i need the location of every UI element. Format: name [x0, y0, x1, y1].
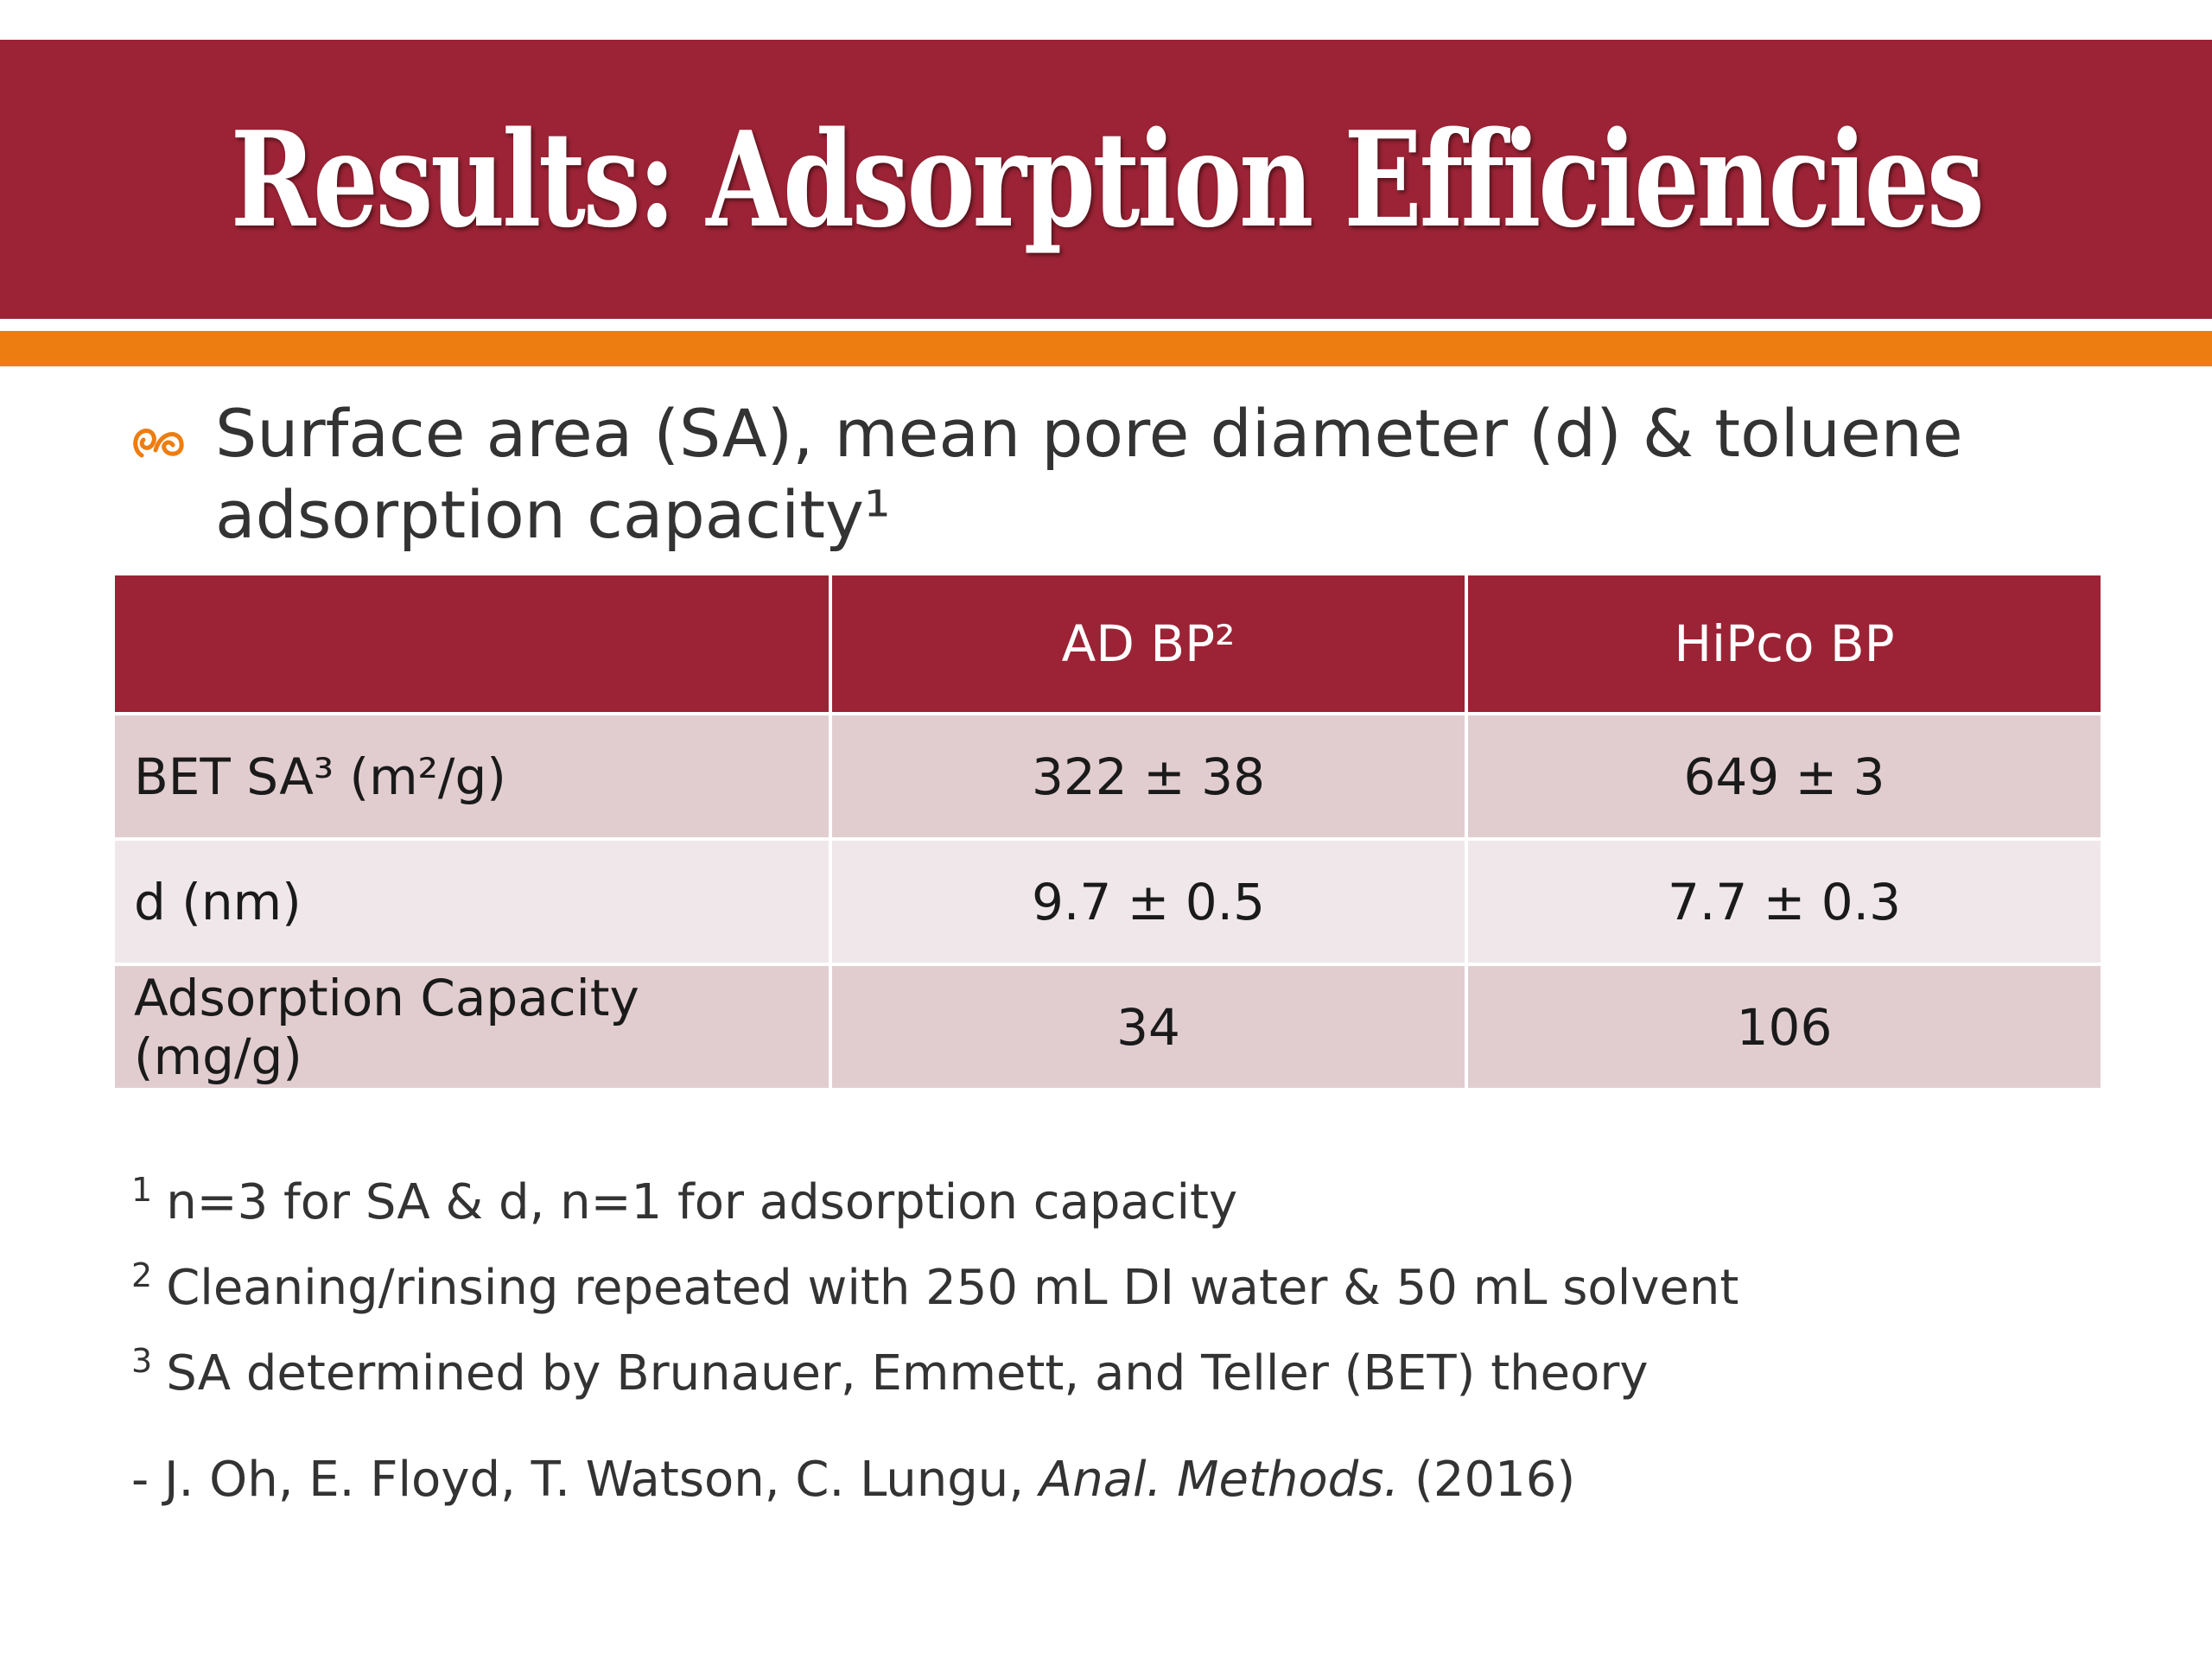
table-cell: 34 [829, 963, 1468, 1091]
table-row: Adsorption Capacity (mg/g) 34 106 [111, 963, 2104, 1091]
citation-journal: Anal. Methods. [1039, 1452, 1400, 1508]
footnote-number: 2 [131, 1256, 153, 1294]
footnote-text: SA determined by Brunauer, Emmett, and T… [166, 1345, 1649, 1402]
title-bar: Results: Adsorption Efficiencies [0, 40, 2212, 319]
footnote: 1 n=3 for SA & d, n=1 for adsorption capa… [131, 1154, 2119, 1239]
accent-stripe [0, 331, 2212, 366]
table-cell: 322 ± 38 [829, 712, 1468, 841]
bullet-text: Surface area (SA), mean pore diameter (d… [215, 395, 1963, 553]
table-cell: 9.7 ± 0.5 [829, 837, 1468, 966]
footnote-number: 3 [131, 1342, 153, 1380]
row-label: BET SA³ (m²/g) [111, 712, 832, 841]
row-label: d (nm) [111, 837, 832, 966]
row-label: Adsorption Capacity (mg/g) [111, 963, 832, 1091]
table-header-cell [111, 572, 832, 715]
table-row: d (nm) 9.7 ± 0.5 7.7 ± 0.3 [111, 837, 2104, 966]
citation-authors: - J. Oh, E. Floyd, T. Watson, C. Lungu, [131, 1452, 1039, 1508]
footnote-text: n=3 for SA & d, n=1 for adsorption capac… [166, 1174, 1238, 1230]
citation: - J. Oh, E. Floyd, T. Watson, C. Lungu, … [131, 1443, 2119, 1516]
ornament-bullet-icon [133, 429, 184, 458]
footnote: 2 Cleaning/rinsing repeated with 250 mL D… [131, 1239, 2119, 1325]
citation-year: (2016) [1399, 1452, 1576, 1508]
results-table: AD BP² HiPco BP BET SA³ (m²/g) 322 ± 38 … [111, 572, 2104, 1091]
slide-title: Results: Adsorption Efficiencies [230, 102, 1985, 257]
footnote-text: Cleaning/rinsing repeated with 250 mL DI… [166, 1260, 1739, 1316]
table-header-cell: AD BP² [829, 572, 1468, 715]
footnote-number: 1 [131, 1171, 153, 1209]
table-header-row: AD BP² HiPco BP [111, 572, 2104, 715]
footnote: 3 SA determined by Brunauer, Emmett, and … [131, 1325, 2119, 1410]
table-cell: 7.7 ± 0.3 [1465, 837, 2104, 966]
table-cell: 649 ± 3 [1465, 712, 2104, 841]
table-cell: 106 [1465, 963, 2104, 1091]
table-header-cell: HiPco BP [1465, 572, 2104, 715]
table-row: BET SA³ (m²/g) 322 ± 38 649 ± 3 [111, 712, 2104, 841]
footnotes: 1 n=3 for SA & d, n=1 for adsorption capa… [131, 1154, 2119, 1410]
